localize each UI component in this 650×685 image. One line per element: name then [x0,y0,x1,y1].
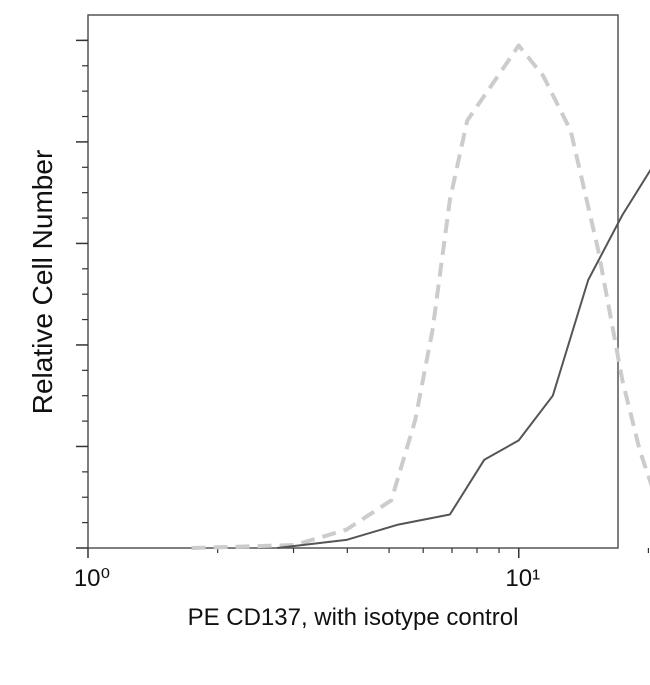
y-axis-label: Relative Cell Number [27,150,58,415]
x-axis-label: PE CD137, with isotype control [188,604,519,631]
x-tick-label: 10¹ [505,565,540,592]
histogram-line [277,168,650,549]
x-tick-label: 10⁰ [74,565,110,592]
plot-frame [87,14,619,549]
histogram-line [191,43,650,550]
